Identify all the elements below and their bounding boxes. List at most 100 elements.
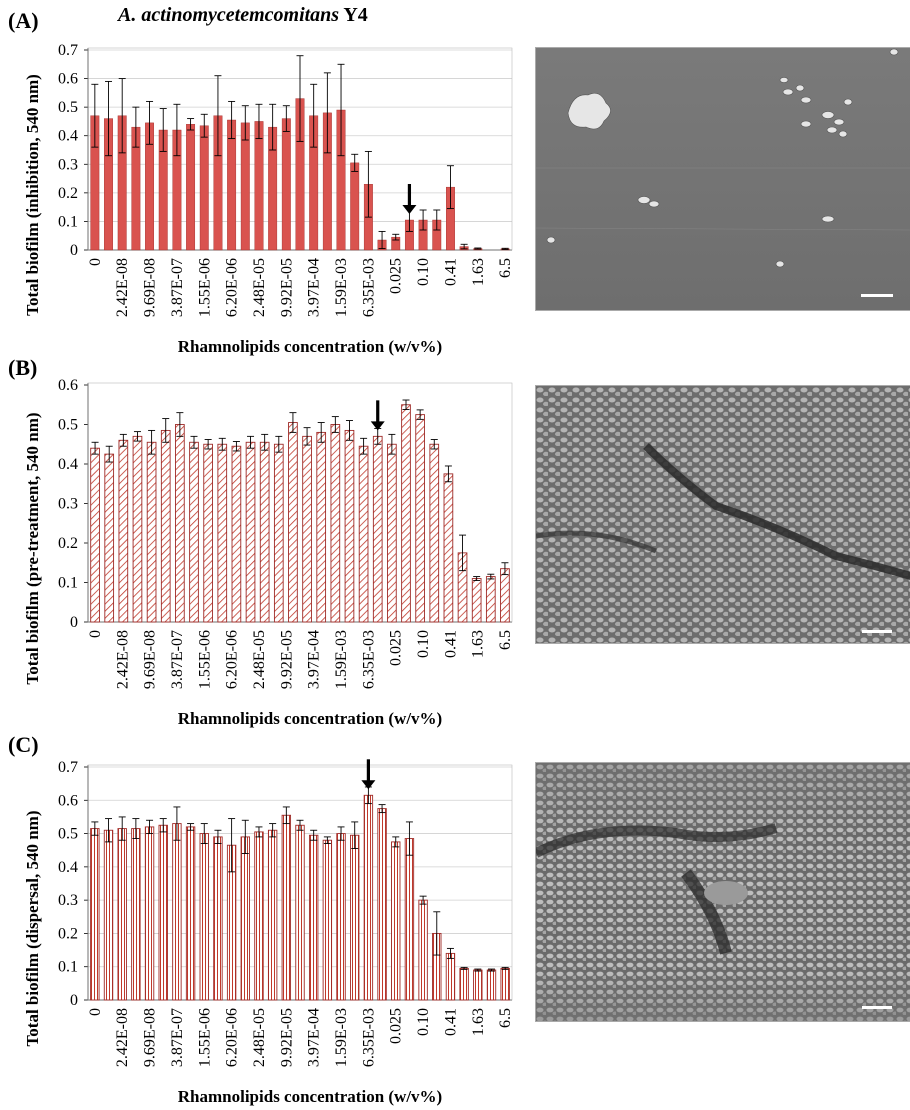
scale-bar	[862, 630, 892, 633]
x-tick-label: 0.41	[442, 258, 459, 286]
x-tick-label: 1.59E-03	[333, 1008, 350, 1067]
x-tick-label: 9.92E-05	[278, 258, 295, 317]
x-tick-label: 0.025	[388, 258, 405, 294]
x-tick-label: 2.42E-08	[114, 630, 131, 689]
x-tick-label: 1.63	[470, 630, 487, 658]
x-tick-label: 6.20E-06	[224, 258, 241, 317]
bar	[443, 473, 454, 623]
bar	[288, 422, 298, 623]
bar	[132, 435, 143, 623]
x-tick-label: 9.92E-05	[278, 630, 295, 689]
bar	[217, 443, 228, 623]
bar	[401, 404, 411, 623]
x-tick-label: 6.35E-03	[360, 630, 377, 689]
sem-image-b	[535, 385, 910, 644]
x-tick-label: 9.69E-08	[142, 258, 159, 317]
x-tick-label: 1.59E-03	[333, 630, 350, 689]
y-tick-label: 0.1	[58, 213, 78, 230]
bar	[358, 445, 369, 623]
bar	[146, 441, 157, 623]
bar	[231, 445, 242, 623]
x-tick-label: 0.41	[442, 1008, 459, 1036]
bar	[295, 824, 305, 1001]
x-tick-label: 6.20E-06	[224, 630, 241, 689]
y-tick-label: 0.5	[58, 99, 78, 116]
y-axis-title: Total biofilm (dispersal, 540 nm)	[23, 811, 42, 1047]
bar	[117, 828, 127, 1001]
y-tick-label: 0.2	[58, 925, 78, 942]
x-axis-title: Rhamnolipids concentration (w/v%)	[178, 709, 442, 728]
bar	[500, 568, 510, 623]
bar	[245, 441, 256, 623]
bar	[103, 829, 114, 1001]
bar	[322, 839, 333, 1001]
bar	[336, 833, 346, 1001]
bar	[104, 453, 115, 623]
scale-bar	[862, 1006, 892, 1009]
x-tick-label: 0.025	[388, 630, 405, 666]
y-tick-label: 0	[70, 614, 78, 631]
bar	[203, 443, 213, 623]
bar	[377, 808, 387, 1001]
bar	[330, 424, 341, 623]
y-tick-label: 0.4	[58, 128, 78, 145]
bar	[302, 435, 312, 623]
bar	[267, 829, 278, 1001]
panel-label-b: (B)	[8, 355, 38, 380]
y-tick-label: 0	[70, 242, 78, 259]
bar	[259, 441, 270, 623]
bar	[459, 967, 469, 1001]
species-name: A. actinomycetemcomitans	[118, 4, 340, 26]
panel-label-c: (C)	[8, 732, 39, 757]
x-tick-label: 2.42E-08	[114, 1008, 131, 1067]
y-tick-label: 0.7	[58, 759, 78, 776]
bar	[118, 439, 129, 623]
x-tick-label: 1.59E-03	[333, 258, 350, 317]
bar	[445, 952, 456, 1001]
x-tick-label: 3.87E-07	[169, 630, 186, 689]
bar	[240, 122, 250, 251]
bar	[281, 814, 292, 1001]
y-tick-label: 0.3	[58, 892, 78, 909]
x-tick-label: 3.97E-04	[306, 1008, 323, 1067]
bar	[158, 824, 168, 1001]
bar	[344, 429, 355, 623]
x-tick-label: 2.48E-05	[251, 630, 268, 689]
x-tick-label: 3.97E-04	[306, 630, 323, 689]
x-tick-label: 9.92E-05	[278, 1008, 295, 1067]
y-tick-label: 0.2	[58, 185, 78, 202]
x-axis-title: Rhamnolipids concentration (w/v%)	[178, 337, 442, 356]
x-tick-label: 3.87E-07	[169, 1008, 186, 1067]
x-tick-label: 9.69E-08	[142, 1008, 159, 1067]
x-tick-label: 6.20E-06	[224, 1008, 241, 1067]
sem-image-c	[535, 762, 910, 1022]
x-tick-label: 2.48E-05	[251, 258, 268, 317]
bar	[131, 828, 141, 1001]
x-tick-label: 6.5	[497, 630, 514, 650]
plot-frame	[87, 382, 513, 623]
y-tick-label: 0.1	[58, 959, 78, 976]
bar	[500, 967, 510, 1001]
bar	[281, 118, 291, 251]
bar	[254, 831, 264, 1001]
x-tick-label: 0.025	[388, 1008, 405, 1044]
x-tick-label: 3.97E-04	[306, 258, 323, 317]
y-tick-label: 0.6	[58, 792, 78, 809]
bar	[485, 576, 496, 623]
x-tick-label: 0	[87, 258, 104, 266]
bar	[418, 899, 428, 1001]
strain-name: Y4	[339, 4, 368, 26]
bar	[227, 119, 237, 251]
y-tick-label: 0.4	[58, 456, 78, 473]
bar	[471, 578, 482, 623]
x-tick-label: 1.63	[470, 258, 487, 286]
x-tick-label: 1.55E-06	[196, 258, 213, 317]
chart-c: 0 0.1 0.2 0.3 0.4 0.5 0.6 0.7 0 2.42E-08 9.69E-08 3…	[23, 759, 514, 1106]
x-tick-label: 0	[87, 630, 104, 638]
arrow-head	[361, 780, 376, 790]
bar	[308, 834, 319, 1001]
x-tick-label: 0.10	[415, 1008, 432, 1036]
bar	[172, 823, 182, 1001]
bar	[387, 443, 397, 623]
y-tick-label: 0.1	[58, 575, 78, 592]
